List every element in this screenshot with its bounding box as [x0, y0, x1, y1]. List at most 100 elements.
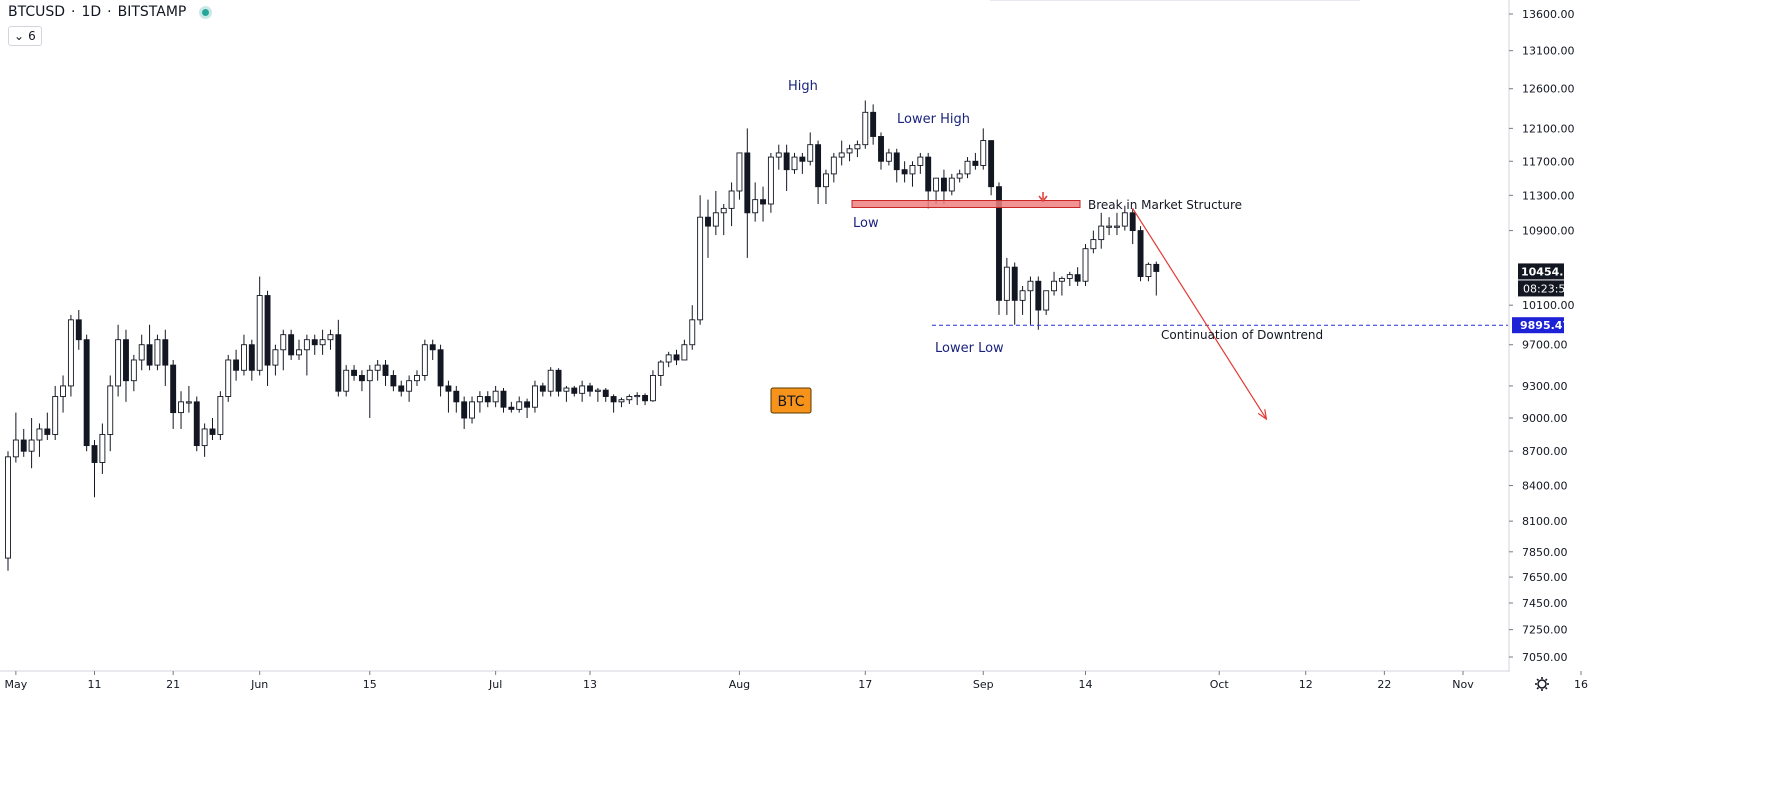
candle[interactable]	[146, 324, 153, 371]
candle[interactable]	[185, 385, 192, 413]
candle[interactable]	[1121, 205, 1128, 231]
current-price-tag[interactable]	[1518, 263, 1564, 280]
candle[interactable]	[587, 382, 593, 397]
candle[interactable]	[414, 370, 420, 386]
candle[interactable]	[28, 418, 35, 469]
candle[interactable]	[657, 359, 664, 386]
candle[interactable]	[123, 329, 129, 402]
candle[interactable]	[988, 140, 995, 196]
candle[interactable]	[406, 375, 413, 402]
candle[interactable]	[201, 423, 208, 457]
candle[interactable]	[610, 394, 617, 413]
candle[interactable]	[783, 144, 790, 191]
candle[interactable]	[712, 190, 719, 236]
candle[interactable]	[1066, 271, 1073, 286]
candle[interactable]	[815, 140, 822, 205]
candle[interactable]	[940, 169, 947, 205]
candle[interactable]	[5, 451, 11, 571]
candle[interactable]	[736, 152, 743, 200]
candle[interactable]	[138, 334, 145, 371]
indicators-toggle[interactable]: ⌄ 6	[8, 26, 42, 46]
candle[interactable]	[1153, 261, 1160, 296]
candle[interactable]	[60, 375, 67, 413]
candle[interactable]	[925, 152, 932, 209]
candle[interactable]	[429, 339, 436, 360]
candle[interactable]	[649, 370, 656, 402]
candle[interactable]	[327, 329, 334, 350]
candle[interactable]	[382, 359, 389, 386]
candle[interactable]	[1129, 208, 1136, 245]
candle[interactable]	[972, 152, 979, 170]
candle[interactable]	[36, 423, 43, 457]
candle[interactable]	[351, 365, 358, 381]
candle[interactable]	[933, 177, 940, 205]
candle[interactable]	[524, 398, 531, 419]
candle[interactable]	[445, 380, 452, 413]
candle[interactable]	[705, 199, 711, 258]
candle[interactable]	[642, 393, 649, 406]
candle[interactable]	[579, 380, 586, 402]
candle[interactable]	[634, 392, 641, 406]
candle[interactable]	[980, 128, 987, 170]
candle[interactable]	[374, 359, 381, 381]
candle[interactable]	[917, 152, 924, 174]
candle[interactable]	[170, 359, 177, 429]
candle[interactable]	[130, 354, 137, 392]
candle[interactable]	[162, 329, 169, 386]
candle[interactable]	[799, 152, 806, 174]
candle[interactable]	[626, 394, 633, 404]
candle[interactable]	[1003, 257, 1010, 315]
candle[interactable]	[956, 169, 963, 183]
candle[interactable]	[964, 157, 971, 179]
candle[interactable]	[571, 385, 578, 397]
candle[interactable]	[52, 385, 59, 441]
btc-badge[interactable]: BTC	[770, 387, 812, 414]
candle[interactable]	[75, 310, 82, 350]
candle[interactable]	[288, 329, 295, 360]
candle[interactable]	[532, 380, 538, 413]
candle[interactable]	[256, 276, 263, 376]
candle[interactable]	[901, 161, 908, 183]
candle[interactable]	[893, 148, 900, 183]
candle[interactable]	[99, 423, 106, 474]
candle[interactable]	[453, 385, 460, 413]
candle[interactable]	[563, 385, 570, 402]
candle[interactable]	[390, 370, 397, 392]
candle[interactable]	[775, 144, 782, 170]
candle[interactable]	[20, 428, 27, 457]
candle[interactable]	[547, 367, 554, 397]
candle[interactable]	[1137, 226, 1144, 282]
candle[interactable]	[233, 349, 240, 381]
candle[interactable]	[681, 339, 688, 361]
candle[interactable]	[830, 152, 837, 183]
candle[interactable]	[484, 391, 491, 408]
candle[interactable]	[272, 344, 279, 376]
candle[interactable]	[67, 314, 74, 397]
candle[interactable]	[1074, 267, 1081, 286]
candle[interactable]	[807, 132, 814, 166]
candle[interactable]	[697, 195, 704, 325]
candle[interactable]	[421, 339, 428, 381]
candle[interactable]	[870, 104, 877, 145]
candle[interactable]	[665, 351, 672, 368]
candle[interactable]	[264, 290, 271, 386]
candle[interactable]	[83, 334, 90, 452]
candle[interactable]	[1051, 271, 1057, 296]
candle[interactable]	[319, 329, 326, 355]
candle[interactable]	[846, 144, 853, 162]
symbol-header[interactable]: BTCUSD · 1D · BITSTAMP	[8, 4, 210, 20]
candle[interactable]	[728, 182, 735, 227]
candle[interactable]	[44, 412, 51, 441]
candle[interactable]	[1114, 212, 1120, 236]
candle[interactable]	[469, 396, 475, 424]
candle[interactable]	[1011, 262, 1018, 325]
candle[interactable]	[311, 334, 318, 355]
candle[interactable]	[1043, 290, 1050, 315]
candle[interactable]	[476, 391, 483, 413]
candle[interactable]	[767, 152, 774, 213]
candle[interactable]	[366, 365, 373, 419]
candle[interactable]	[594, 388, 601, 402]
candle[interactable]	[1058, 276, 1065, 296]
candle[interactable]	[752, 182, 759, 222]
